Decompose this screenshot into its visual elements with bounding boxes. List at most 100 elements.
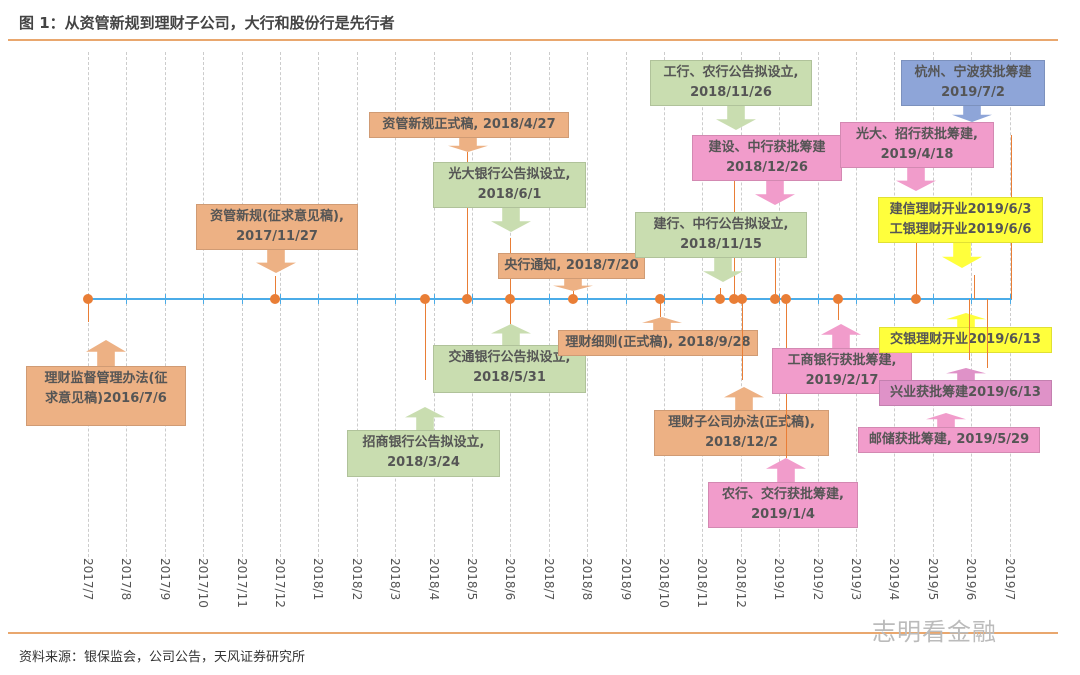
gridline xyxy=(625,52,627,562)
figure-title: 图 1：从资管新规到理财子公司，大行和股份行是先行者 xyxy=(19,14,395,32)
source-note: 资料来源：银保监会，公司公告，天风证券研究所 xyxy=(19,650,306,665)
gridline xyxy=(856,52,857,562)
connector-line xyxy=(660,299,661,317)
event-callout: 光大、招行获批筹建, 2019/4/18 xyxy=(840,122,994,168)
month-label: 2019/1 xyxy=(772,558,787,601)
event-label: 杭州、宁波获批筹建 xyxy=(914,65,1032,80)
event-callout: 兴业获批筹建2019/6/13 xyxy=(879,380,1052,406)
event-label: 2019/2/17 xyxy=(805,373,879,388)
gridline xyxy=(241,52,243,562)
month-label: 2019/3 xyxy=(849,558,863,601)
event-label: 工银理财开业2019/6/6 xyxy=(889,222,1032,237)
event-callout: 交银理财开业2019/6/13 xyxy=(879,327,1052,353)
arrow-down-icon xyxy=(952,106,992,122)
event-dot xyxy=(461,294,472,304)
gridline xyxy=(1009,52,1011,562)
event-callout: 理财细则(正式稿), 2018/9/28 xyxy=(558,330,758,356)
connector-line xyxy=(838,299,839,320)
connector-line xyxy=(742,299,743,380)
month-label: 2018/2 xyxy=(349,558,364,601)
gridline xyxy=(702,52,704,562)
connector-line xyxy=(467,152,468,299)
month-label: 2017/12 xyxy=(273,558,287,608)
event-dot xyxy=(715,294,726,304)
event-label: 2018/12/26 xyxy=(726,160,808,175)
event-label: 2018/5/31 xyxy=(473,370,546,385)
event-callout: 工行、农行公告拟设立, 2018/11/26 xyxy=(650,60,812,106)
arrow-down-icon xyxy=(942,243,982,268)
gridline xyxy=(126,52,128,562)
arrow-up-icon xyxy=(491,324,531,345)
event-callout: 农行、交行获批筹建, 2019/1/4 xyxy=(708,482,858,528)
month-label: 2018/12 xyxy=(733,558,748,608)
month-label: 2018/9 xyxy=(618,558,633,601)
event-label: 2018/11/26 xyxy=(690,85,772,100)
event-label: 2018/3/24 xyxy=(387,455,460,470)
event-label: 交银理财开业2019/6/13 xyxy=(890,332,1041,347)
event-callout: 邮储获批筹建, 2019/5/29 xyxy=(858,427,1040,453)
month-label: 2018/5 xyxy=(465,558,479,601)
event-label: 2018/11/15 xyxy=(680,237,762,252)
event-dot xyxy=(737,294,748,304)
connector-line xyxy=(974,275,975,299)
event-dot xyxy=(833,294,844,304)
event-dot xyxy=(781,294,791,304)
watermark: 志明看金融 xyxy=(872,618,997,646)
event-callout: 建设、中行获批筹建 2018/12/26 xyxy=(692,135,842,181)
event-label: 光大、招行获批筹建, xyxy=(856,127,978,142)
footer-divider xyxy=(8,632,1058,634)
event-label: 建行、中行公告拟设立, xyxy=(653,217,789,232)
event-label: 工商银行获批筹建, xyxy=(787,353,897,368)
month-label: 2017/10 xyxy=(196,558,211,608)
gridline xyxy=(318,52,320,562)
connector-line xyxy=(987,299,988,368)
arrow-down-icon xyxy=(491,208,531,232)
arrow-down-icon xyxy=(716,106,756,130)
gridline xyxy=(433,52,435,562)
event-label: 2018/12/2 xyxy=(705,435,778,450)
timeline-axis xyxy=(88,298,1012,300)
event-label: 2019/4/18 xyxy=(880,147,954,162)
arrow-up-icon xyxy=(642,317,682,330)
event-label: 理财子公司办法(正式稿), xyxy=(668,415,815,430)
event-label: 招商银行公告拟设立, xyxy=(362,435,485,450)
event-label: 邮储获批筹建, 2019/5/29 xyxy=(868,432,1030,447)
event-label: 理财监督管理办法(征 xyxy=(44,371,168,386)
connector-line xyxy=(775,258,776,299)
month-label: 2018/6 xyxy=(503,558,518,601)
arrow-down-icon xyxy=(896,168,936,191)
event-callout: 理财监督管理办法(征 求意见稿)2016/7/6 xyxy=(26,366,186,426)
gridline xyxy=(164,52,166,562)
event-callout: 招商银行公告拟设立, 2018/3/24 xyxy=(347,430,500,477)
arrow-up-icon xyxy=(405,407,445,430)
arrow-down-icon xyxy=(703,258,743,282)
event-label: 兴业获批筹建2019/6/13 xyxy=(890,385,1041,400)
event-callout: 杭州、宁波获批筹建 2019/7/2 xyxy=(901,60,1045,106)
event-label: 求意见稿)2016/7/6 xyxy=(45,391,167,406)
connector-line xyxy=(969,299,970,360)
event-label: 农行、交行获批筹建, xyxy=(722,487,844,502)
month-label: 2017/9 xyxy=(157,558,172,601)
month-label: 2018/11 xyxy=(695,558,710,608)
gridline xyxy=(664,52,665,562)
event-label: 资管新规(征求意见稿), xyxy=(210,209,344,224)
gridline xyxy=(280,52,281,562)
event-label: 建设、中行获批筹建 xyxy=(708,140,826,155)
arrow-up-icon xyxy=(946,313,986,327)
gridline xyxy=(472,52,473,562)
arrow-down-icon xyxy=(755,181,795,205)
gridline xyxy=(971,52,973,562)
connector-line xyxy=(720,288,721,299)
month-label: 2018/10 xyxy=(657,558,671,608)
event-dot xyxy=(770,294,780,304)
event-label: 交通银行公告拟设立, xyxy=(448,350,571,365)
month-label: 2018/7 xyxy=(541,558,556,601)
event-label: 工行、农行公告拟设立, xyxy=(663,65,799,80)
event-label: 2017/11/27 xyxy=(236,229,318,244)
event-callout: 建行、中行公告拟设立, 2018/11/15 xyxy=(635,212,807,258)
month-label: 2018/1 xyxy=(311,558,326,601)
title-divider xyxy=(8,39,1058,41)
month-label: 2018/4 xyxy=(426,558,441,601)
event-dot xyxy=(269,294,280,304)
event-label: 央行通知, 2018/7/20 xyxy=(504,258,639,273)
